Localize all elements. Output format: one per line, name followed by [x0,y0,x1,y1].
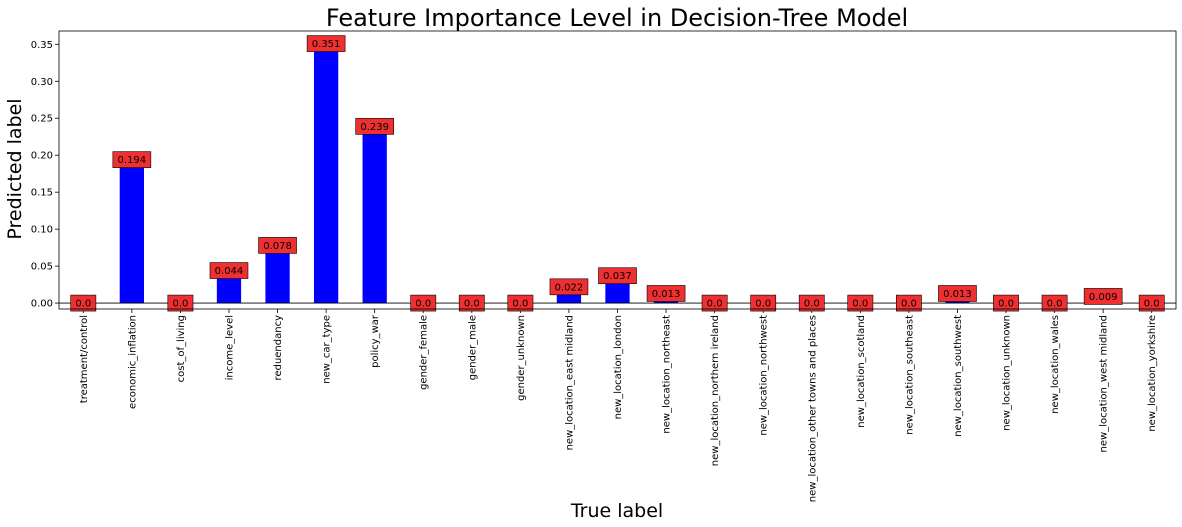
data-label-box [167,294,194,312]
x-tick-label: new_location_southwest [953,315,964,437]
data-label-box [798,294,825,312]
data-label-box [306,35,346,52]
data-label-box [701,294,728,312]
y-tick-label: 0.25 [31,114,53,125]
y-tick-label: 0.30 [31,77,53,88]
data-label: 0.078 [263,241,292,252]
x-tick-label: new_location_scotland [856,315,867,428]
data-label: 0.037 [603,271,632,282]
data-label: 0.013 [652,289,681,300]
x-tick-label: gender_male [467,315,478,380]
y-tick-label: 0.35 [31,40,53,51]
data-label-box [355,118,394,135]
x-tick-label: new_location_yorkshire [1147,315,1158,432]
y-tick-label: 0.15 [31,188,53,199]
data-label-box [646,285,686,302]
data-label: 0.0 [172,299,188,310]
data-label-box [1041,294,1068,312]
data-label-box [1083,288,1123,305]
data-label: 0.0 [75,299,91,310]
y-tick-label: 0.10 [31,225,53,236]
data-label: 0.0 [901,299,917,310]
x-tick-label: new_location_northwest [759,315,770,436]
x-tick-label: new_location_northeast [662,315,673,434]
data-label: 0.0 [1047,299,1063,310]
x-tick-label: new_location_wales [1050,315,1061,414]
data-label-box [847,294,874,312]
data-label: 0.0 [804,299,820,310]
data-label-box [209,262,249,279]
x-tick-label: new_location_other towns and places [807,315,818,502]
data-label: 0.194 [118,155,147,166]
data-label: 0.0 [707,299,723,310]
data-label-box [258,237,297,254]
x-tick-label: new_location_west midland [1099,315,1110,452]
data-label-box [112,151,152,168]
x-tick-label: new_location_southeast [904,315,915,435]
data-label: 0.009 [1089,292,1118,303]
x-tick-label: new_location_northern ireland [710,315,721,466]
data-label-box [458,294,485,312]
data-label: 0.013 [943,289,972,300]
data-label: 0.0 [512,299,528,310]
chart-title: Feature Importance Level in Decision-Tre… [326,4,908,32]
data-label: 0.0 [998,299,1014,310]
plot-area: 0.00 0.05 0.10 0.15 0.20 0.25 0.30 0.35 treatmen… [31,30,1177,502]
x-tick-label: economic_inflation [127,315,138,409]
data-label: 0.0 [852,299,868,310]
x-tick-label: new_car_type [322,315,333,384]
data-label-box [598,267,637,285]
x-tick-label: new_location_east midland [564,315,575,450]
x-tick-label: new_location_unknown [1002,315,1013,431]
y-axis-label: Predicted label [4,98,26,239]
data-label: 0.351 [312,39,341,50]
data-label: 0.022 [555,282,584,293]
data-label-box [938,285,977,302]
data-label: 0.0 [1144,299,1160,310]
x-tick-label: income_level [224,315,235,380]
bar [119,159,144,304]
x-tick-label: reduendancy [273,315,284,381]
bar [313,43,339,304]
data-label-box [1138,294,1165,312]
x-tick-label: gender_female [419,315,430,390]
data-label: 0.044 [215,266,244,277]
bar [265,245,290,304]
x-tick-label: cost_of_living [176,315,187,382]
x-tick-label: treatment/control [79,315,90,403]
data-label: 0.239 [360,122,389,133]
data-label-box [993,294,1019,312]
data-label-box [70,294,97,312]
x-tick-label: policy_war [370,314,381,368]
data-label-box [750,294,777,312]
bar [362,126,387,304]
y-tick-label: 0.20 [31,151,53,162]
data-label-box [410,294,437,312]
data-label: 0.0 [415,299,431,310]
x-tick-label: new_location_london [613,315,624,419]
data-label: 0.0 [755,299,771,310]
y-tick-label: 0.05 [31,262,53,273]
x-axis-label: True label [570,500,663,522]
x-tick-label: gender_unknown [516,315,527,401]
axes-frame [58,30,1177,310]
data-label-box [549,278,589,296]
y-tick-label: 0.00 [31,299,53,310]
data-label-box [895,294,922,312]
data-label-box [507,294,534,312]
data-label: 0.0 [464,299,480,310]
